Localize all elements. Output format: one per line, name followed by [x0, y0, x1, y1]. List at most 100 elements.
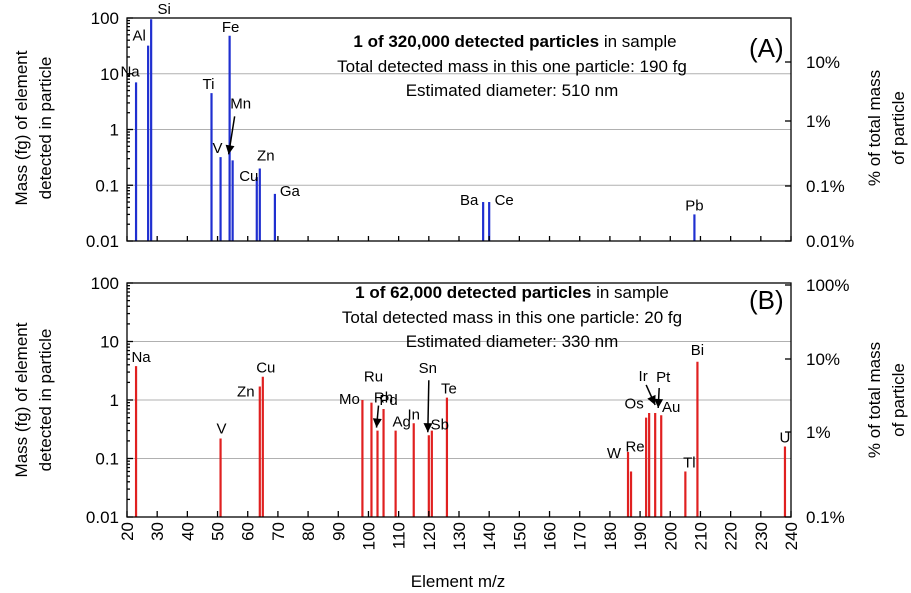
panel-b-element-label-ru: Ru — [364, 369, 383, 386]
panel-b-info-line-2: Total detected mass in this one particle… — [342, 308, 682, 327]
panel-b-element-label-re: Re — [625, 438, 644, 455]
panel-b-element-label-u: U — [780, 430, 791, 447]
panel-b-info-line-3: Estimated diameter: 330 nm — [406, 332, 619, 351]
panel-b-info-rest: in sample — [591, 283, 668, 302]
panel-b-element-label-ir: Ir — [639, 368, 648, 385]
panel-b-element-label-in: In — [407, 406, 420, 423]
panel-b-arrow-pt — [654, 387, 664, 409]
panel-b-y2tick-label: 1% — [806, 423, 831, 442]
panel-a-ytick-label: 100 — [91, 9, 119, 28]
panel-a-element-label-ti: Ti — [203, 76, 215, 93]
panel-b-element-label-pd: Pd — [379, 392, 397, 409]
panel-b-element-label-sn: Sn — [419, 360, 437, 377]
panel-b-y2tick-label: 100% — [806, 276, 849, 295]
x-tick-label: 90 — [329, 522, 348, 541]
panel-b-element-label-te: Te — [441, 381, 457, 398]
x-tick-label: 120 — [420, 522, 439, 550]
panel-b-element-label-os: Os — [625, 396, 644, 413]
panel-a-y2label-line-1: % of total mass — [865, 70, 884, 186]
x-tick-label: 150 — [510, 522, 529, 550]
panel-a-element-label-ga: Ga — [280, 183, 301, 200]
panel-b-element-label-zn: Zn — [237, 384, 255, 401]
x-tick-label: 170 — [571, 522, 590, 550]
panel-a-info-line-2: Total detected mass in this one particle… — [337, 57, 687, 76]
x-axis-title: Element m/z — [411, 572, 505, 591]
panel-a-ytick-label: 10 — [100, 65, 119, 84]
x-tick-label: 20 — [118, 522, 137, 541]
panel-b-element-label-v: V — [217, 420, 227, 437]
x-tick-label: 60 — [239, 522, 258, 541]
panel-b-element-label-mo: Mo — [339, 391, 360, 408]
panel-a-y2tick-label: 0.1% — [806, 177, 845, 196]
panel-a-element-label-fe: Fe — [222, 19, 240, 36]
panel-b-ytick-label: 0.1 — [95, 450, 119, 469]
x-tick-label: 210 — [691, 522, 710, 550]
panel-b-arrow-ir — [645, 384, 656, 406]
panel-a-element-label-si: Si — [157, 1, 170, 18]
panel-b-ytick-label: 10 — [100, 333, 119, 352]
panel-b-label: (B) — [749, 285, 784, 315]
panel-a-element-label-v: V — [213, 140, 223, 157]
panel-b-ytick-label: 100 — [91, 274, 119, 293]
panel-a-ytick-label: 0.01 — [86, 232, 119, 251]
panel-b-element-label-pt: Pt — [656, 369, 671, 386]
x-tick-label: 100 — [359, 522, 378, 550]
panel-a-info-line-1: 1 of 320,000 detected particles in sampl… — [353, 32, 676, 51]
panel-a-ytick-label: 1 — [110, 121, 119, 140]
panel-a-element-label-na: Na — [120, 63, 140, 80]
panel-b-element-label-tl: Tl — [683, 454, 696, 471]
panel-b-element-label-cu: Cu — [256, 360, 275, 377]
panel-b-element-label-bi: Bi — [691, 342, 704, 359]
panel-a-element-label-ce: Ce — [495, 192, 514, 209]
panel-b-element-label-w: W — [607, 445, 622, 462]
panel-b-ylabel-line-2: detected in particle — [36, 329, 55, 472]
x-tick-label: 200 — [661, 522, 680, 550]
x-tick-label: 180 — [601, 522, 620, 550]
panel-b-arrow-rh — [372, 405, 382, 428]
panel-a-ylabel-line-1: Mass (fg) of element — [12, 50, 31, 205]
panel-b-info-bold: 1 of 62,000 detected particles — [355, 283, 591, 302]
x-tick-label: 160 — [541, 522, 560, 550]
panel-b-ylabel-line-1: Mass (fg) of element — [12, 322, 31, 477]
x-tick-label: 30 — [148, 522, 167, 541]
panel-a-info-line-3: Estimated diameter: 510 nm — [406, 81, 619, 100]
panel-b-element-label-sb: Sb — [431, 417, 449, 434]
panel-b-ytick-label: 1 — [110, 391, 119, 410]
panel-b-element-label-ag: Ag — [392, 414, 410, 431]
x-tick-label: 70 — [269, 522, 288, 541]
panel-a-element-label-zn: Zn — [257, 147, 275, 164]
panel-a-info-bold: 1 of 320,000 detected particles — [353, 32, 599, 51]
x-tick-label: 190 — [631, 522, 650, 550]
panel-a-arrow-mn — [225, 116, 236, 155]
panel-a-y2tick-label: 0.01% — [806, 232, 854, 251]
panel-b-element-label-au: Au — [662, 399, 680, 416]
panel-b-y2label-line-1: % of total mass — [865, 342, 884, 458]
panel-a-element-label-ba: Ba — [460, 192, 479, 209]
panel-a-label: (A) — [749, 33, 784, 63]
panel-a-element-label-cu: Cu — [239, 168, 258, 185]
x-tick-label: 220 — [722, 522, 741, 550]
panel-b-arrow-sn — [423, 380, 433, 433]
panel-b-element-label-rh: Rh — [374, 390, 393, 407]
panel-b-ytick-label: 0.01 — [86, 508, 119, 527]
panel-b-y2tick-label: 10% — [806, 350, 840, 369]
panel-b-y2label-line-2: of particle — [889, 363, 908, 437]
x-tick-label: 130 — [450, 522, 469, 550]
x-tick-label: 110 — [390, 522, 409, 549]
panel-b-info-line-1: 1 of 62,000 detected particles in sample — [355, 283, 669, 302]
panel-a-element-label-mn: Mn — [230, 95, 251, 112]
panel-a-ytick-label: 0.1 — [95, 176, 119, 195]
panel-b-y2tick-label: 0.1% — [806, 508, 845, 527]
x-tick-label: 240 — [782, 522, 801, 550]
x-tick-label: 50 — [209, 522, 228, 541]
x-tick-label: 80 — [299, 522, 318, 541]
panel-a-y2tick-label: 1% — [806, 112, 831, 131]
panel-a-y2tick-label: 10% — [806, 53, 840, 72]
x-tick-label: 40 — [178, 522, 197, 541]
panel-a-ylabel-line-2: detected in particle — [36, 57, 55, 200]
x-tick-label: 230 — [752, 522, 771, 550]
panel-a-element-label-al: Al — [132, 28, 145, 45]
